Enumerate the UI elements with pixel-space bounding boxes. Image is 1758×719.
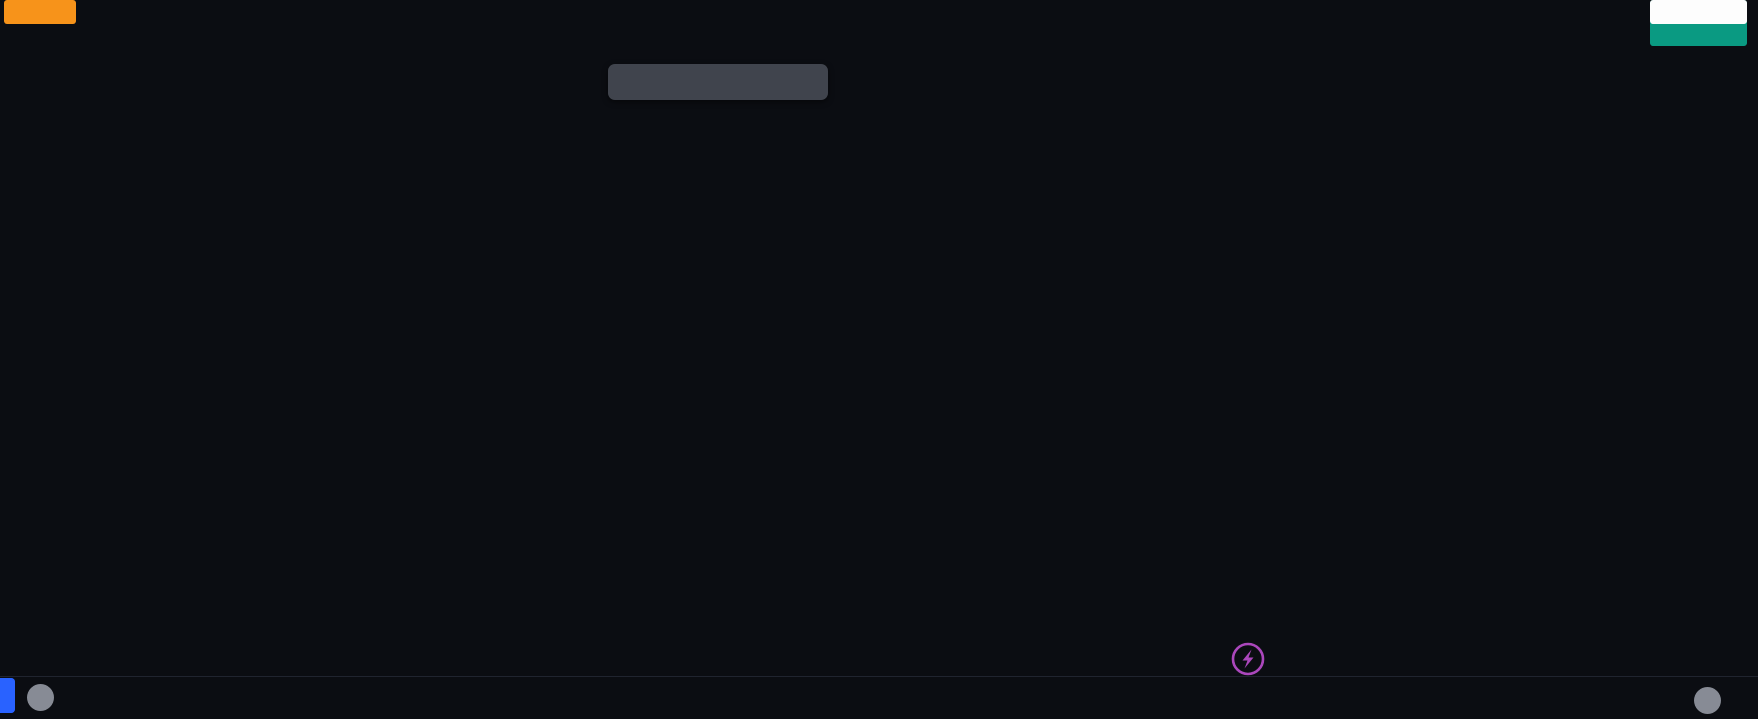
- candle-countdown: [1650, 23, 1747, 44]
- horizontal-line-price-badge: [1650, 0, 1747, 24]
- zoom-out-button[interactable]: [27, 684, 54, 711]
- btc-dominance-price-badge: [4, 0, 76, 24]
- date-marker-dec21[interactable]: [0, 678, 15, 713]
- time-axis[interactable]: [0, 676, 1758, 719]
- lightning-icon[interactable]: [1229, 640, 1267, 678]
- measure-tooltip: [608, 64, 828, 100]
- auto-scale-button[interactable]: [1694, 687, 1721, 714]
